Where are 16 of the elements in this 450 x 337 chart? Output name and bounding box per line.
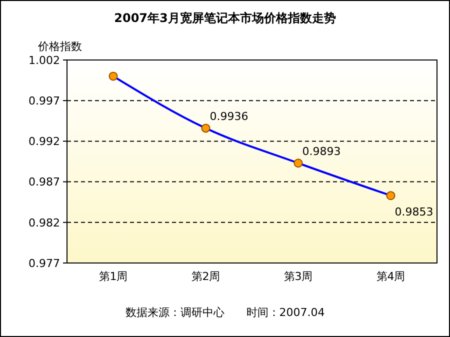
- x-tick-label: 第2周: [191, 270, 220, 283]
- chart-title: 2007年3月宽屏笔记本市场价格指数走势: [114, 11, 336, 25]
- x-tick-label: 第3周: [284, 270, 313, 283]
- data-label: 0.9853: [394, 206, 434, 219]
- y-tick-label: 0.997: [28, 94, 60, 108]
- source-note: 数据来源：调研中心 时间：2007.04: [125, 306, 325, 319]
- y-tick-label: 0.982: [28, 216, 60, 230]
- data-label: 0.9893: [302, 145, 341, 158]
- x-tick-label: 第4周: [376, 270, 406, 283]
- y-tick-label: 0.987: [28, 176, 60, 189]
- x-tick-label: 第1周: [98, 270, 128, 283]
- y-tick-label: 1.002: [28, 54, 60, 67]
- y-tick-label: 0.977: [28, 256, 60, 270]
- y-tick-label: 0.992: [28, 135, 60, 148]
- y-axis-title: 价格指数: [37, 40, 82, 53]
- data-label: 0.9936: [210, 110, 248, 124]
